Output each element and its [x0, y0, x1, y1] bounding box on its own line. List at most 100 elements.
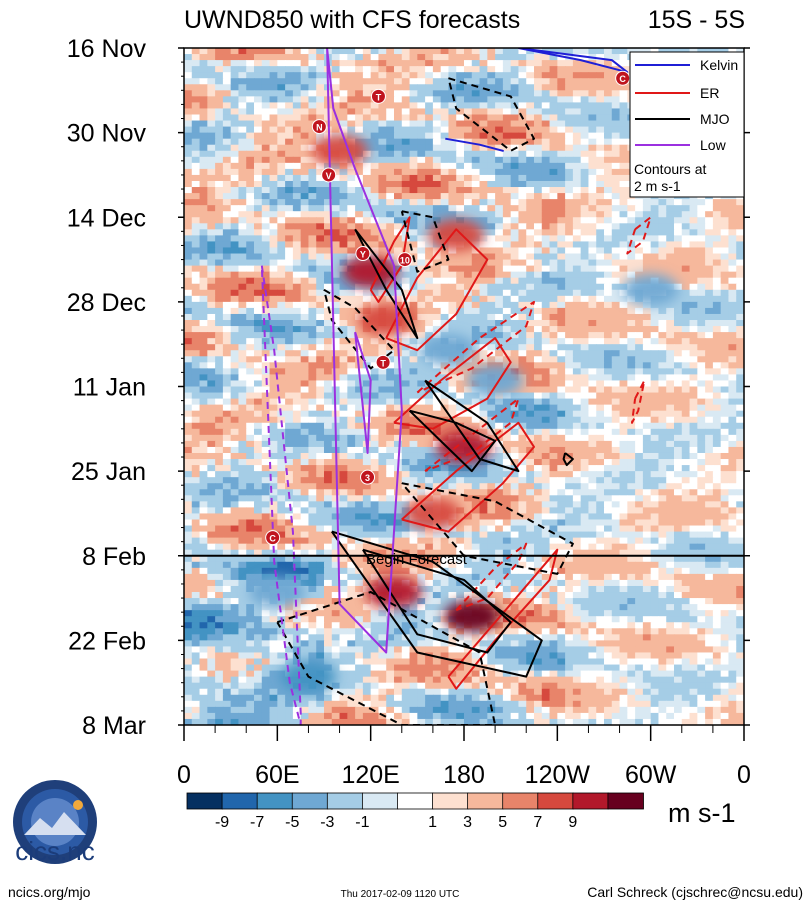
- field-cell: [417, 211, 426, 218]
- field-cell: [386, 48, 395, 55]
- field-cell: [736, 259, 744, 267]
- field-cell: [495, 132, 504, 140]
- field-cell: [534, 229, 543, 236]
- field-cell: [432, 144, 442, 152]
- field-cell: [254, 265, 263, 273]
- field-cell: [277, 350, 286, 357]
- field-cell: [339, 380, 348, 388]
- field-cell: [526, 259, 535, 267]
- field-cell: [635, 386, 644, 394]
- field-cell: [300, 338, 310, 345]
- field-cell: [222, 174, 232, 182]
- field-cell: [269, 307, 278, 315]
- field-cell: [580, 180, 590, 188]
- field-cell: [541, 301, 551, 309]
- field-cell: [502, 440, 512, 448]
- field-cell: [697, 211, 706, 218]
- field-cell: [339, 416, 348, 424]
- field-cell: [565, 362, 574, 369]
- field-cell: [207, 187, 216, 194]
- field-cell: [432, 199, 442, 206]
- field-cell: [736, 398, 744, 406]
- field-cell: [697, 283, 706, 291]
- field-cell: [394, 410, 403, 418]
- field-cell: [464, 362, 473, 369]
- field-cell: [557, 362, 566, 369]
- field-cell: [222, 126, 232, 134]
- field-cell: [534, 307, 543, 315]
- field-cell: [347, 54, 356, 61]
- field-cell: [401, 386, 411, 394]
- field-cell: [697, 416, 706, 424]
- field-cell: [300, 313, 310, 321]
- field-cell: [222, 150, 232, 158]
- field-cell: [541, 368, 551, 376]
- field-cell: [580, 102, 590, 110]
- field-cell: [541, 187, 551, 194]
- field-cell: [448, 187, 457, 194]
- field-cell: [409, 78, 418, 85]
- field-cell: [627, 428, 636, 436]
- field-cell: [370, 60, 380, 67]
- field-cell: [432, 428, 442, 436]
- field-cell: [642, 265, 652, 273]
- field-cell: [526, 168, 535, 176]
- field-cell: [510, 138, 520, 146]
- field-cell: [557, 253, 566, 261]
- field-cell: [619, 326, 628, 333]
- field-cell: [557, 301, 566, 309]
- field-cell: [557, 84, 566, 91]
- field-cell: [394, 48, 403, 55]
- field-cell: [495, 301, 504, 309]
- field-cell: [246, 422, 255, 430]
- field-cell: [238, 60, 247, 67]
- field-cell: [370, 247, 380, 255]
- field-cell: [230, 356, 240, 363]
- field-cell: [541, 54, 551, 61]
- field-cell: [565, 60, 574, 67]
- field-cell: [261, 54, 271, 61]
- field-cell: [674, 380, 683, 388]
- field-cell: [541, 307, 551, 315]
- field-cell: [300, 422, 310, 430]
- field-cell: [285, 271, 294, 279]
- field-cell: [464, 368, 473, 376]
- field-cell: [269, 332, 278, 339]
- field-cell: [207, 338, 216, 345]
- field-cell: [401, 144, 411, 152]
- field-cell: [495, 229, 504, 236]
- field-cell: [261, 180, 271, 188]
- field-cell: [401, 126, 411, 134]
- field-cell: [705, 320, 714, 327]
- field-cell: [230, 440, 240, 448]
- field-cell: [432, 211, 442, 218]
- field-cell: [316, 368, 325, 376]
- field-cell: [681, 211, 691, 218]
- field-cell: [331, 84, 341, 91]
- field-cell: [697, 320, 706, 327]
- field-cell: [534, 301, 543, 309]
- field-cell: [409, 193, 418, 200]
- field-cell: [557, 374, 566, 382]
- field-cell: [534, 54, 543, 61]
- field-cell: [409, 229, 418, 236]
- field-cell: [627, 259, 636, 267]
- field-cell: [230, 277, 240, 285]
- field-cell: [425, 180, 434, 188]
- field-cell: [191, 217, 201, 224]
- field-cell: [355, 386, 364, 394]
- field-cell: [425, 247, 434, 255]
- field-cell: [246, 168, 255, 176]
- field-cell: [697, 440, 706, 448]
- field-cell: [246, 150, 255, 158]
- field-cell: [596, 168, 605, 176]
- field-cell: [487, 48, 496, 55]
- field-cell: [541, 235, 551, 243]
- field-cell: [425, 374, 434, 382]
- field-cell: [611, 446, 621, 454]
- field-cell: [588, 344, 597, 351]
- field-cell: [269, 265, 278, 273]
- field-cell: [518, 193, 527, 200]
- field-cell: [596, 380, 605, 388]
- field-cell: [277, 440, 286, 448]
